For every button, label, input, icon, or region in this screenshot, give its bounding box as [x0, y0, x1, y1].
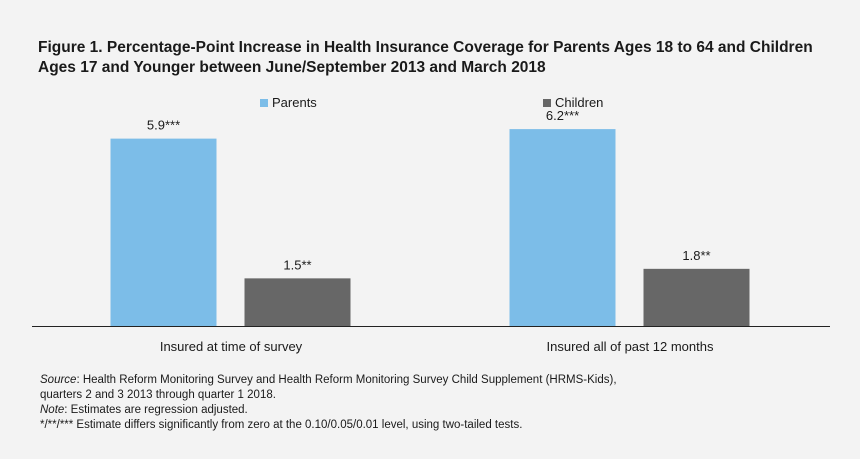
source-note-continued: quarters 2 and 3 2013 through quarter 1 …	[40, 389, 276, 401]
legend-label-parents: Parents	[272, 95, 317, 110]
x-axis-label-2: Insured all of past 12 months	[547, 339, 714, 354]
bar-parents-2	[509, 129, 616, 326]
regression-note: Note: Estimates are regression adjusted.	[40, 403, 840, 418]
bar-parents-1	[110, 138, 217, 326]
data-label-children-2: 1.8**	[682, 248, 710, 263]
legend-swatch-children	[543, 98, 551, 107]
note-label: Note	[40, 404, 65, 416]
legend-item-children: Children	[543, 95, 603, 110]
legend-item-parents: Parents	[260, 95, 317, 110]
data-label-parents-1: 5.9***	[147, 118, 180, 133]
source-note: Source: Health Reform Monitoring Survey …	[40, 373, 840, 388]
legend: Parents Children	[0, 95, 860, 111]
chart-notes: Source: Health Reform Monitoring Survey …	[40, 373, 840, 433]
note-text: : Estimates are regression adjusted.	[64, 404, 248, 416]
x-axis-label-1: Insured at time of survey	[160, 339, 303, 354]
source-label: Source	[40, 374, 77, 386]
legend-label-children: Children	[555, 95, 604, 110]
bar-children-2	[643, 268, 750, 326]
significance-note: */**/*** Estimate differs significantly …	[40, 419, 523, 431]
data-label-parents-2: 6.2***	[546, 108, 579, 123]
legend-swatch-parents	[260, 98, 268, 107]
chart-title: Figure 1. Percentage-Point Increase in H…	[38, 39, 813, 76]
data-label-children-1: 1.5**	[283, 257, 311, 272]
source-text: : Health Reform Monitoring Survey and He…	[76, 374, 617, 386]
bar-children-1	[244, 278, 351, 326]
